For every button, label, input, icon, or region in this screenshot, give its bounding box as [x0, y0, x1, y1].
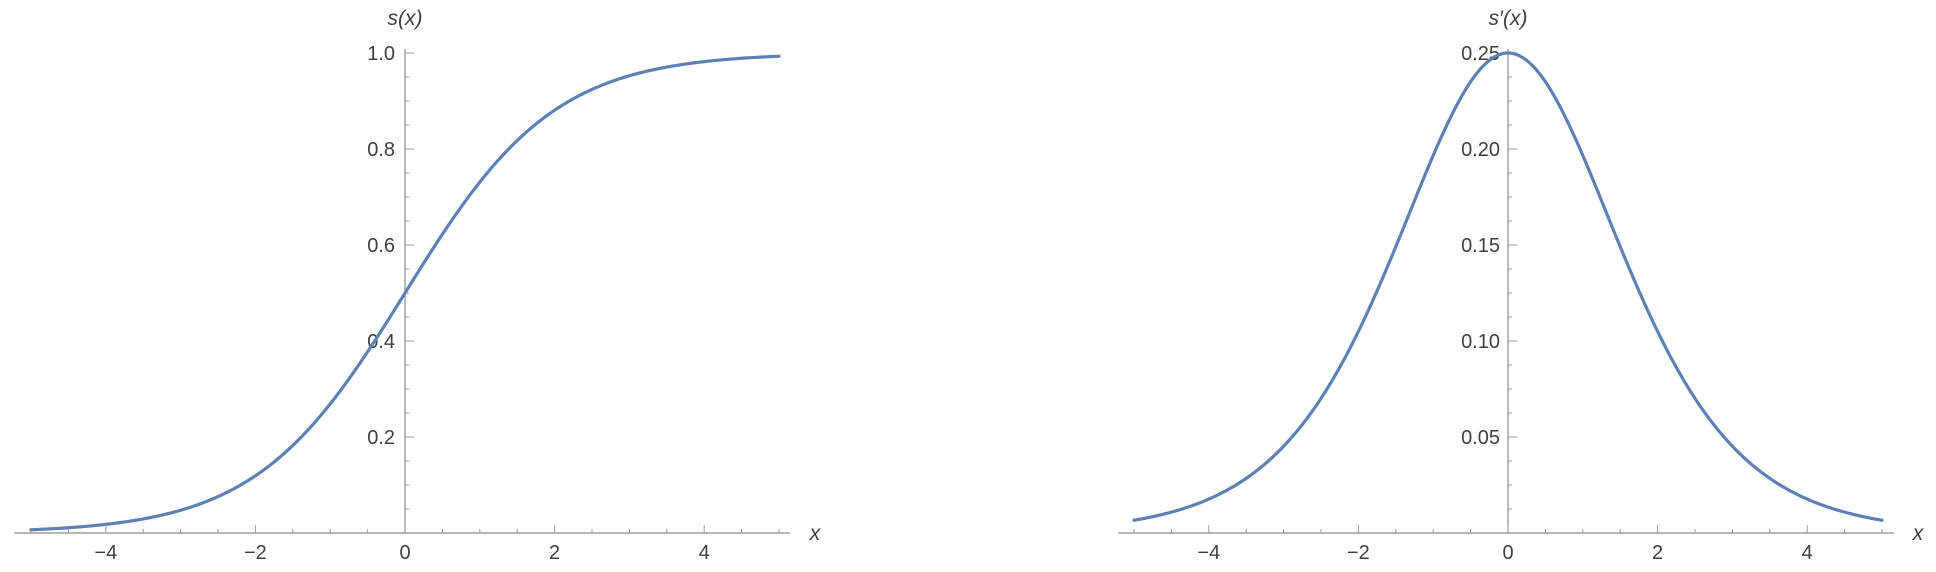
- y-tick-label: 0.20: [1461, 139, 1500, 161]
- series-line: [29, 54, 781, 532]
- x-tick-label: −4: [1197, 542, 1220, 564]
- y-tick-label: 0.4: [367, 331, 395, 353]
- y-tick-label: 0.25: [1461, 43, 1500, 65]
- sigmoid-plot: −4 −2 0 2 4 0.2 0.4 0.6 0.8 1.0 x s(x): [14, 7, 822, 564]
- y-tick-label: 0.8: [367, 139, 395, 161]
- sigmoid-derivative-plot: −4 −2 0 2 4 0.05 0.10 0.15 0.20 0.25 x s′(x): [1118, 7, 1925, 564]
- y-tick-label: 0.2: [367, 427, 395, 449]
- x-tick-label: 0: [399, 542, 410, 564]
- y-axis-label: s(x): [388, 7, 423, 30]
- x-tick-label: 4: [1802, 542, 1813, 564]
- x-tick-label: 2: [549, 542, 560, 564]
- x-axis-label: x: [1912, 522, 1925, 545]
- series-line: [1132, 51, 1884, 522]
- x-tick-label: −2: [1347, 542, 1370, 564]
- x-axis-label: x: [809, 522, 822, 545]
- x-tick-label: 4: [699, 542, 710, 564]
- y-tick-label: 1.0: [367, 43, 395, 65]
- y-tick-label: 0.15: [1461, 235, 1500, 257]
- x-tick-label: 0: [1502, 542, 1513, 564]
- x-tick-label: −4: [94, 542, 117, 564]
- y-tick-label: 0.05: [1461, 427, 1500, 449]
- x-tick-label: −2: [244, 542, 267, 564]
- y-tick-label: 0.6: [367, 235, 395, 257]
- x-tick-label: 2: [1652, 542, 1663, 564]
- y-tick-label: 0.10: [1461, 331, 1500, 353]
- y-axis-label: s′(x): [1489, 7, 1528, 30]
